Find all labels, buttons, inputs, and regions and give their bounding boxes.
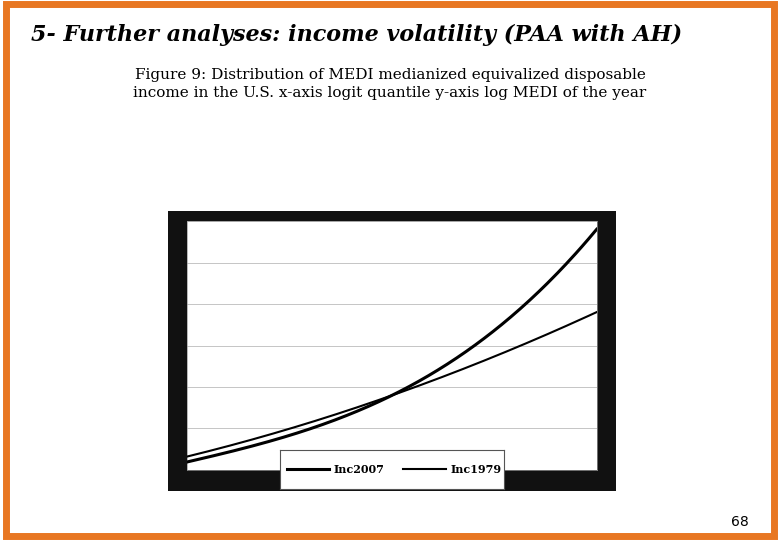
Text: 5- Further analyses: income volatility (PAA with AH): 5- Further analyses: income volatility (… (31, 24, 682, 46)
Text: Inc2007: Inc2007 (334, 464, 385, 475)
Text: income in the U.S. x-axis logit quantile y-axis log MEDI of the year: income in the U.S. x-axis logit quantile… (133, 86, 647, 100)
Text: 68: 68 (731, 515, 749, 529)
Text: Inc1979: Inc1979 (450, 464, 502, 475)
Text: Figure 9: Distribution of MEDI medianized equivalized disposable: Figure 9: Distribution of MEDI medianize… (135, 68, 645, 82)
